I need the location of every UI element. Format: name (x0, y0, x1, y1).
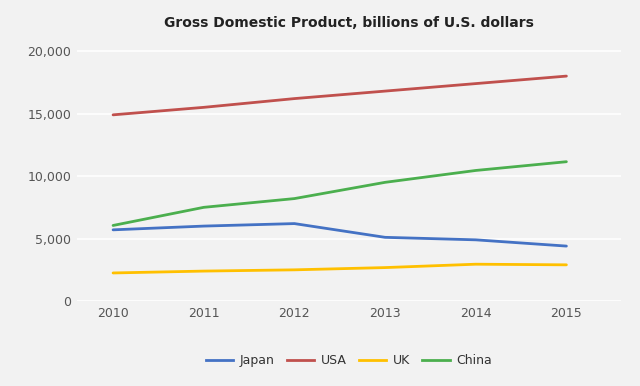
USA (291, 96, 298, 101)
Japan (109, 227, 117, 232)
UK (291, 267, 298, 272)
UK (109, 271, 117, 275)
UK (472, 262, 479, 266)
UK (200, 269, 207, 273)
China (563, 159, 570, 164)
Japan (381, 235, 389, 240)
Title: Gross Domestic Product, billions of U.S. dollars: Gross Domestic Product, billions of U.S.… (164, 17, 534, 30)
UK (563, 262, 570, 267)
China (472, 168, 479, 173)
USA (109, 113, 117, 117)
China (291, 196, 298, 201)
Line: China: China (113, 162, 566, 225)
USA (563, 74, 570, 78)
China (109, 223, 117, 228)
China (381, 180, 389, 185)
Japan (291, 221, 298, 226)
Japan (200, 224, 207, 229)
Line: Japan: Japan (113, 223, 566, 246)
Japan (472, 237, 479, 242)
Japan (563, 244, 570, 249)
China (200, 205, 207, 210)
USA (472, 81, 479, 86)
Legend: Japan, USA, UK, China: Japan, USA, UK, China (201, 349, 497, 372)
Line: USA: USA (113, 76, 566, 115)
Line: UK: UK (113, 264, 566, 273)
USA (381, 89, 389, 93)
USA (200, 105, 207, 110)
UK (381, 265, 389, 270)
